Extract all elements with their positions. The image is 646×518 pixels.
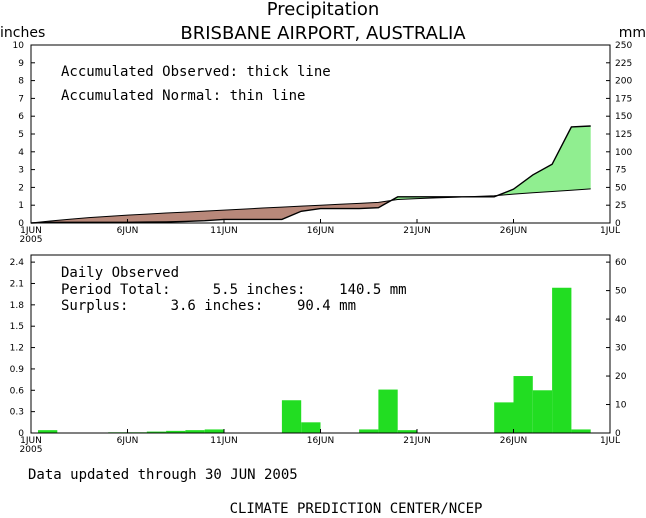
y-tick-label-right: 30 bbox=[615, 344, 627, 354]
y-tick-label-right: 200 bbox=[615, 77, 632, 87]
daily-bar bbox=[397, 430, 417, 433]
y-tick-label-left: 5 bbox=[18, 130, 24, 140]
y-tick-label-left: 0.3 bbox=[10, 408, 24, 418]
y-tick-label-left: 1.2 bbox=[10, 344, 24, 354]
y-tick-label-left: 0 bbox=[18, 429, 24, 439]
y-tick-label-right: 150 bbox=[615, 112, 632, 122]
x-tick-label: 21JUN bbox=[403, 436, 430, 446]
x-tick-label: 6JUN bbox=[117, 436, 139, 446]
x-tick-label: 6JUN bbox=[117, 226, 139, 236]
y-tick-label-left: 0.9 bbox=[10, 365, 25, 375]
y-tick-label-left: 2.4 bbox=[10, 258, 25, 268]
daily-bar bbox=[513, 376, 533, 433]
daily-bar bbox=[166, 430, 186, 433]
y-tick-label-right: 250 bbox=[615, 41, 632, 51]
daily-bar bbox=[378, 389, 398, 433]
y-tick-label-left: 6 bbox=[18, 112, 24, 122]
y-tick-label-right: 60 bbox=[615, 258, 627, 268]
daily-bar bbox=[571, 429, 591, 433]
y-tick-label-left: 0.6 bbox=[10, 386, 25, 396]
right-unit-label: mm bbox=[619, 25, 646, 41]
credit-line: CLIMATE PREDICTION CENTER/NCEP bbox=[230, 501, 483, 517]
y-tick-label-left: 8 bbox=[18, 77, 24, 87]
normal-legend-text: Accumulated Normal: thin line bbox=[61, 88, 305, 104]
x-tick-label: 16JUN bbox=[307, 226, 334, 236]
x-tick-label: 1JUL bbox=[600, 436, 620, 446]
surplus-area bbox=[497, 125, 591, 196]
x-tick-label: 26JUN bbox=[500, 226, 527, 236]
chart-subtitle: BRISBANE AIRPORT, AUSTRALIA bbox=[180, 23, 466, 44]
x-sub-label: 2005 bbox=[20, 445, 43, 455]
y-tick-label-left: 1.5 bbox=[10, 322, 24, 332]
daily-bar bbox=[281, 400, 302, 433]
x-tick-label: 11JUN bbox=[210, 436, 237, 446]
daily-bar bbox=[494, 402, 514, 433]
y-tick-label-left: 7 bbox=[18, 94, 24, 104]
y-tick-label-left: 10 bbox=[13, 41, 25, 51]
x-tick-label: 1JUN bbox=[20, 226, 42, 236]
x-sub-label: 2005 bbox=[20, 235, 43, 245]
daily-bar bbox=[204, 429, 224, 433]
y-tick-label-right: 125 bbox=[615, 130, 632, 140]
surplus-area bbox=[391, 196, 466, 201]
x-tick-label: 11JUN bbox=[210, 226, 237, 236]
y-tick-label-right: 75 bbox=[615, 166, 626, 176]
y-tick-label-right: 0 bbox=[615, 429, 621, 439]
x-tick-label: 1JUN bbox=[20, 436, 42, 446]
daily-bar bbox=[301, 422, 321, 433]
y-tick-label-right: 50 bbox=[615, 287, 627, 297]
observed-line bbox=[30, 125, 591, 224]
update-note: Data updated through 30 JUN 2005 bbox=[28, 467, 298, 483]
y-tick-label-left: 9 bbox=[18, 59, 24, 69]
y-tick-label-right: 175 bbox=[615, 94, 632, 104]
y-tick-label-right: 25 bbox=[615, 201, 626, 211]
y-tick-label-left: 1 bbox=[18, 201, 24, 211]
daily-title: Daily Observed bbox=[61, 265, 179, 281]
y-tick-label-left: 1.8 bbox=[10, 301, 25, 311]
daily-bar bbox=[552, 287, 572, 433]
x-tick-label: 16JUN bbox=[307, 436, 334, 446]
x-tick-label: 21JUN bbox=[403, 226, 430, 236]
x-tick-label: 26JUN bbox=[500, 436, 527, 446]
chart-title: Precipitation bbox=[267, 0, 380, 20]
y-tick-label-left: 0 bbox=[18, 219, 24, 229]
daily-bar bbox=[146, 431, 167, 433]
y-tick-label-right: 20 bbox=[615, 372, 627, 382]
observed-legend-text: Accumulated Observed: thick line bbox=[61, 64, 331, 80]
y-tick-label-right: 100 bbox=[615, 148, 632, 158]
x-tick-label: 1JUL bbox=[600, 226, 620, 236]
y-tick-label-left: 4 bbox=[18, 148, 24, 158]
y-tick-label-right: 0 bbox=[615, 219, 621, 229]
daily-bar bbox=[185, 430, 205, 433]
y-tick-label-left: 2.1 bbox=[10, 279, 24, 289]
y-tick-label-right: 50 bbox=[615, 183, 627, 193]
surplus-text: Surplus: 3.6 inches: 90.4 mm bbox=[61, 298, 356, 314]
daily-bar bbox=[38, 430, 58, 433]
y-tick-label-right: 10 bbox=[615, 401, 627, 411]
left-unit-label: inches bbox=[0, 25, 45, 41]
daily-panel: 0 0.3 0.6 0.9 1.2 1.5 1.8 2.1 2.4 0 10 20 30 40 50 60 1J… bbox=[10, 254, 627, 455]
y-tick-label-left: 2 bbox=[18, 183, 24, 193]
accumulated-panel: 0123456789100255075100125150175200225250… bbox=[13, 41, 633, 245]
daily-bar bbox=[532, 390, 553, 433]
y-tick-label-right: 225 bbox=[615, 59, 632, 69]
y-tick-label-right: 40 bbox=[615, 315, 627, 325]
y-tick-label-left: 3 bbox=[18, 166, 24, 176]
daily-bar bbox=[359, 429, 379, 433]
period-total-text: Period Total: 5.5 inches: 140.5 mm bbox=[61, 282, 407, 298]
